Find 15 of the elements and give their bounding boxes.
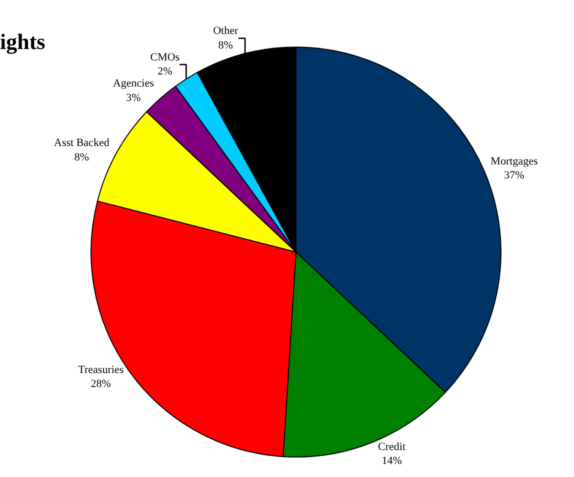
data-label: 37%	[504, 170, 524, 182]
data-label: 8%	[218, 39, 233, 52]
slice-label: Other	[213, 25, 238, 38]
data-label: 8%	[74, 151, 90, 164]
slice-label: Treasuries	[78, 364, 124, 376]
slice-label: Credit	[378, 440, 406, 453]
data-label: 3%	[126, 92, 141, 104]
data-label: 28%	[90, 378, 111, 390]
slice-label: Mortgages	[490, 155, 538, 168]
slice-label: Asst Backed	[54, 137, 110, 150]
slice-label: CMOs	[150, 51, 180, 64]
slice-label: Agencies	[112, 78, 154, 90]
data-label: 2%	[158, 66, 172, 78]
chart-title: ights	[0, 28, 46, 54]
data-label: 14%	[382, 455, 402, 468]
